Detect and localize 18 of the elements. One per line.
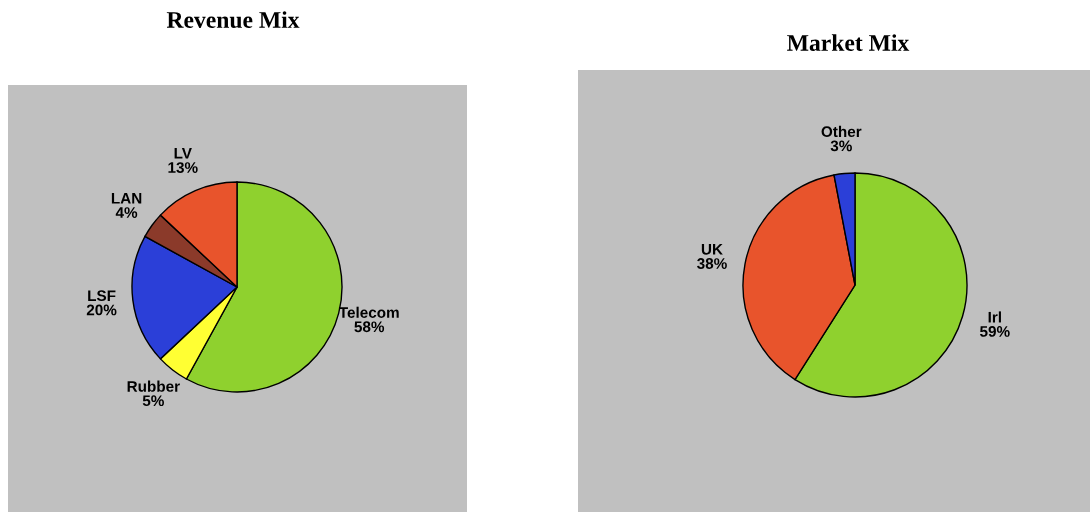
- chart-title: Market Mix: [787, 34, 910, 51]
- slice-label: UK: [701, 244, 723, 255]
- data-label: 5%: [142, 395, 164, 407]
- slice-label: Rubber: [127, 380, 180, 392]
- data-label: 38%: [697, 258, 727, 269]
- slice-label: LSF: [88, 290, 116, 302]
- chart-title: Revenue Mix: [166, 11, 300, 28]
- slice-label: Other: [821, 125, 862, 138]
- slice-label: Irl: [988, 311, 1001, 323]
- slice-label: LAN: [111, 193, 142, 204]
- data-label: 13%: [168, 162, 198, 173]
- data-label: 59%: [980, 326, 1010, 337]
- slice-label: Telecom: [338, 306, 399, 318]
- data-label: 3%: [830, 140, 852, 152]
- slice-label: LV: [174, 148, 192, 159]
- data-label: 4%: [115, 207, 138, 218]
- data-label: 58%: [354, 321, 385, 333]
- data-label: 20%: [86, 304, 117, 316]
